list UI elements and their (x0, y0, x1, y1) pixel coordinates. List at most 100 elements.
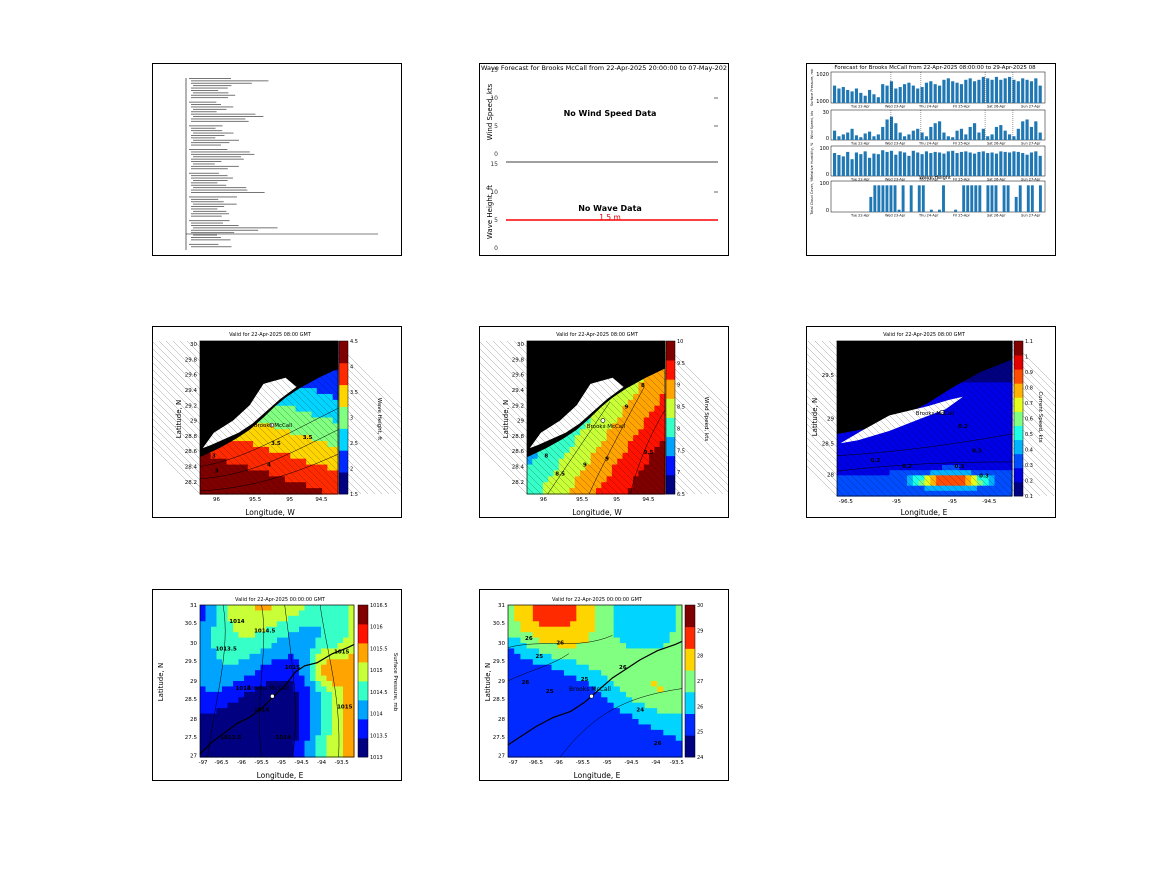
wind-barb-line (480, 404, 570, 495)
map-cell (210, 452, 217, 460)
map-cell (316, 464, 323, 472)
map-cell (551, 605, 559, 612)
map-cell (304, 605, 311, 612)
bar (889, 81, 894, 103)
map-cell (611, 464, 618, 472)
map-cell (244, 729, 251, 736)
map-cell (299, 729, 306, 736)
map-cell (860, 444, 867, 451)
map-cell (663, 686, 671, 693)
map-cell (226, 441, 233, 448)
map-cell (310, 681, 317, 688)
map-cell (514, 632, 522, 639)
map-cell (284, 399, 291, 407)
map-frame (199, 604, 355, 758)
contour-label: 1015 (334, 650, 349, 656)
map-cell (244, 664, 251, 671)
map-cell (595, 691, 602, 698)
map-cell (255, 735, 262, 742)
map-cell (675, 664, 683, 671)
map-cell (901, 439, 908, 445)
map-cell (883, 459, 891, 466)
map-cell (837, 434, 844, 440)
map-cell (205, 751, 212, 758)
map-cell (942, 465, 949, 471)
colorbar-segment (666, 436, 675, 457)
bar (964, 134, 968, 140)
map-cell (638, 735, 646, 742)
report-text-line (191, 118, 246, 120)
map-cell (588, 681, 596, 688)
map-cell (650, 691, 658, 698)
map-cell (977, 444, 984, 451)
map-cell (532, 488, 539, 495)
map-cell (889, 434, 896, 440)
map-cell (837, 490, 844, 497)
map-cell (316, 441, 323, 448)
map-cell (277, 746, 284, 753)
map-cell (332, 708, 339, 715)
map-cell (889, 480, 896, 487)
map-cell (332, 659, 339, 666)
wave-map-title: Valid for 22-Apr-2025 08:00 GMT (229, 332, 312, 338)
bar (850, 159, 854, 176)
map-cell (205, 702, 212, 709)
map-cell (332, 713, 339, 720)
map-cell (607, 751, 615, 758)
map-cell (576, 697, 584, 704)
colorbar-segment (1014, 341, 1023, 356)
map-cell (316, 446, 323, 454)
map-cell (558, 458, 565, 466)
map-cell (326, 681, 333, 688)
map-cell (343, 697, 350, 704)
map-cell (982, 470, 990, 476)
map-cell (295, 476, 302, 483)
map-cell (563, 719, 571, 726)
map-cell (295, 423, 302, 430)
map-cell (669, 659, 677, 666)
map-cell (277, 659, 284, 666)
map-cell (595, 675, 602, 682)
bar (1021, 153, 1025, 176)
map-cell (316, 482, 323, 489)
map-cell (520, 643, 528, 650)
bar (1034, 151, 1038, 176)
bar (885, 151, 889, 176)
bar-xtick-label: Sun 27-Apr (1021, 105, 1041, 109)
map-cell (327, 399, 334, 407)
map-cell (205, 605, 212, 612)
contour-label: 0.3 (979, 473, 989, 479)
bar-xtick-label: Fri 25-Apr (953, 142, 971, 146)
colorbar-segment (358, 738, 368, 758)
map-cell (274, 458, 281, 466)
map-cell (627, 429, 634, 436)
map-cell (321, 615, 328, 622)
wind-barb-line (807, 353, 950, 497)
map-cell (977, 480, 984, 487)
map-cell (300, 470, 307, 477)
map-cell (332, 653, 339, 660)
map-cell (601, 470, 608, 477)
map-cell (632, 626, 640, 633)
map-cell (237, 441, 244, 448)
map-cell (238, 724, 245, 731)
report-text-line (191, 168, 228, 170)
map-cell (988, 372, 996, 378)
map-cell (233, 691, 240, 698)
map-cell (311, 417, 318, 424)
map-cell (520, 702, 528, 709)
map-cell (601, 632, 609, 639)
map-cell (632, 615, 640, 622)
ts-wind-ylabel: Wind Speed, kts (486, 83, 494, 140)
map-cell (654, 393, 661, 401)
map-cell (669, 719, 677, 726)
map-cell (570, 632, 577, 639)
map-cell (994, 423, 1001, 430)
map-cell (269, 476, 275, 483)
map-cell (300, 458, 307, 466)
map-cell (994, 454, 1001, 461)
map-cell (343, 713, 350, 720)
map-cell (337, 643, 344, 650)
map-cell (569, 441, 576, 448)
map-cell (508, 735, 515, 742)
